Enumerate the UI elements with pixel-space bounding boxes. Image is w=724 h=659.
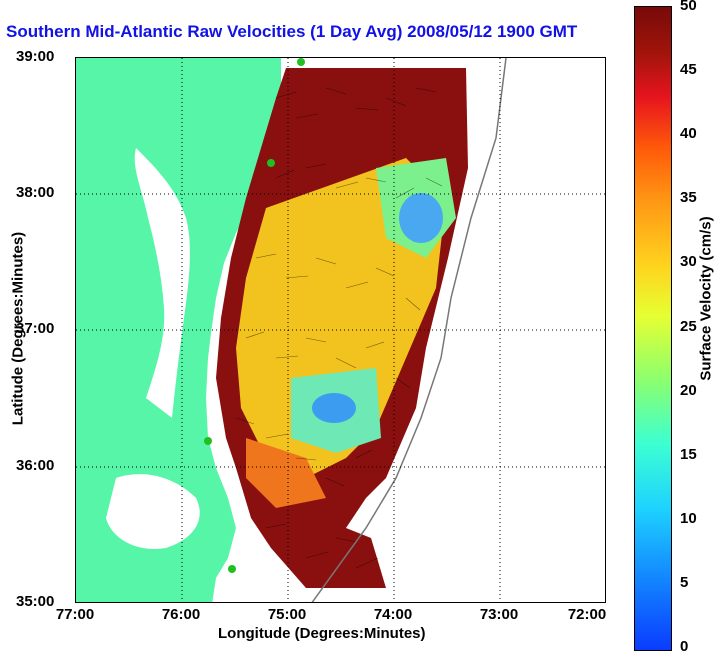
y-tick-label: 39:00	[16, 48, 55, 65]
bathymetry-contour	[311, 58, 507, 602]
map-plot-area	[75, 57, 606, 603]
radar-site-marker	[228, 565, 236, 573]
bay-water	[134, 148, 190, 418]
x-tick-label: 77:00	[55, 606, 95, 623]
x-tick-label: 72:00	[567, 606, 607, 623]
radar-site-marker	[267, 159, 275, 167]
x-tick-label: 74:00	[373, 606, 413, 623]
colorbar-tick: 0	[680, 638, 689, 655]
colorbar-tick: 50	[680, 0, 697, 14]
y-tick-label: 36:00	[16, 457, 55, 474]
velocity-field-orange	[246, 438, 326, 508]
radar-site-marker	[204, 437, 212, 445]
colorbar	[634, 6, 672, 651]
colorbar-tick: 20	[680, 382, 697, 399]
y-tick-label: 35:00	[16, 593, 55, 610]
velocity-core-slow-north	[399, 193, 443, 243]
velocity-vectors	[235, 87, 443, 569]
x-axis-label: Longitude (Degrees:Minutes)	[218, 625, 426, 642]
colorbar-tick: 10	[680, 510, 697, 527]
colorbar-tick: 15	[680, 446, 697, 463]
x-tick-label: 75:00	[267, 606, 307, 623]
x-tick-label: 73:00	[479, 606, 519, 623]
velocity-core-slow-south	[312, 393, 356, 423]
y-axis-label: Latitude (Degrees:Minutes)	[9, 231, 27, 426]
y-tick-label: 37:00	[16, 320, 55, 337]
colorbar-tick: 35	[680, 189, 697, 206]
y-tick-label: 38:00	[16, 184, 55, 201]
x-tick-label: 76:00	[161, 606, 201, 623]
colorbar-tick: 30	[680, 253, 697, 270]
pamlico-water	[106, 474, 200, 549]
colorbar-tick: 5	[680, 574, 689, 591]
map-svg	[76, 58, 605, 602]
colorbar-tick: 25	[680, 318, 697, 335]
colorbar-tick: 45	[680, 61, 697, 78]
chart-title: Southern Mid-Atlantic Raw Velocities (1 …	[6, 22, 578, 41]
grid-lines	[76, 58, 605, 602]
colorbar-tick: 40	[680, 125, 697, 142]
colorbar-label: Surface Velocity (cm/s)	[697, 216, 715, 381]
radar-site-marker	[297, 58, 305, 66]
